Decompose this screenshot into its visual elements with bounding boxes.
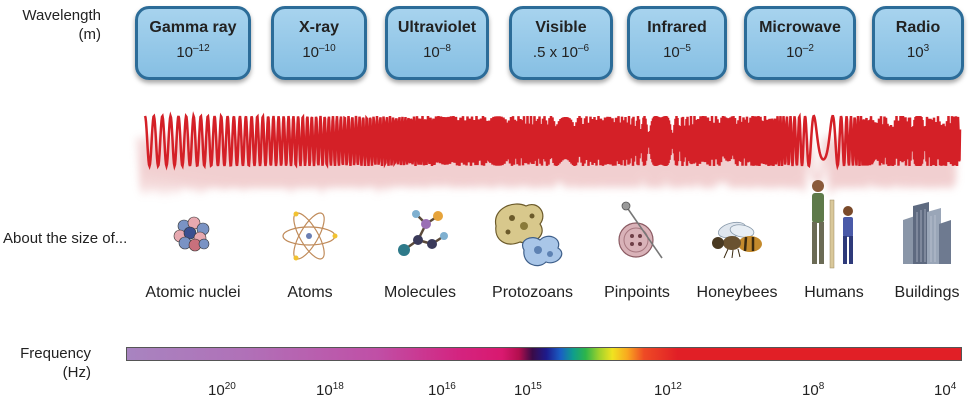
band-name: X-ray bbox=[298, 19, 340, 36]
frequency-tick: 104 bbox=[934, 381, 957, 400]
size-label-humans: Humans bbox=[804, 284, 864, 301]
band-name: Ultraviolet bbox=[397, 19, 477, 36]
size-label-molecules: Molecules bbox=[383, 284, 457, 301]
atomic-nucleus-icon bbox=[173, 216, 210, 252]
band-wavelength: 10–10 bbox=[302, 43, 336, 62]
size-label-atoms: Atoms bbox=[287, 284, 333, 301]
atom-icon bbox=[282, 211, 338, 261]
size-label-protozoans: Protozoans bbox=[492, 284, 573, 301]
size-label: About the size of... bbox=[3, 230, 128, 247]
wavelength-label-line1: Wavelength bbox=[22, 7, 101, 24]
frequency-tick: 1020 bbox=[208, 381, 236, 400]
band-microwave: Microwave 10–2 bbox=[744, 6, 856, 80]
frequency-tick: 1015 bbox=[514, 381, 542, 400]
size-label-honeybees: Honeybees bbox=[696, 284, 778, 301]
honeybee-icon bbox=[712, 221, 762, 259]
wavelength-label-line2: (m) bbox=[78, 26, 102, 43]
band-name: Gamma ray bbox=[149, 19, 237, 36]
band-ultraviolet: Ultraviolet 10–8 bbox=[385, 6, 489, 80]
protozoan-icon bbox=[495, 203, 563, 267]
band-wavelength: 10–2 bbox=[786, 43, 814, 62]
band-wavelength: 10–5 bbox=[663, 43, 691, 62]
band-radio: Radio 103 bbox=[872, 6, 964, 80]
band-visible: Visible .5 x 10–6 bbox=[509, 6, 613, 80]
wave-line bbox=[143, 111, 962, 171]
band-name: Infrared bbox=[647, 19, 707, 36]
frequency-tick: 1012 bbox=[654, 381, 682, 400]
buildings-icon bbox=[903, 202, 951, 264]
frequency-tick: 1018 bbox=[316, 381, 344, 400]
frequency-label: Frequency (Hz) bbox=[0, 344, 91, 382]
band-name: Visible bbox=[535, 19, 587, 36]
band-wavelength: .5 x 10–6 bbox=[532, 43, 590, 62]
band-wavelength: 103 bbox=[906, 43, 930, 62]
frequency-label-line2: (Hz) bbox=[62, 364, 91, 381]
band-x-ray: X-ray 10–10 bbox=[271, 6, 367, 80]
size-label-buildings: Buildings bbox=[894, 284, 960, 301]
frequency-spectrum-bar bbox=[126, 347, 962, 361]
size-label-pinpoints: Pinpoints bbox=[604, 284, 670, 301]
band-infrared: Infrared 10–5 bbox=[627, 6, 727, 80]
pinpoint-icon bbox=[618, 201, 663, 259]
size-label-atomic-nuclei: Atomic nuclei bbox=[145, 284, 241, 301]
wavelength-label: Wavelength (m) bbox=[0, 6, 101, 44]
humans-icon bbox=[812, 180, 853, 269]
band-name: Microwave bbox=[759, 19, 841, 36]
frequency-tick: 108 bbox=[802, 381, 825, 400]
molecule-icon bbox=[398, 210, 448, 256]
frequency-label-line1: Frequency bbox=[20, 345, 91, 362]
band-name: Radio bbox=[895, 19, 941, 36]
frequency-tick: 1016 bbox=[428, 381, 456, 400]
band-wavelength: 10–12 bbox=[176, 43, 210, 62]
band-wavelength: 10–8 bbox=[423, 43, 451, 62]
band-gamma-ray: Gamma ray 10–12 bbox=[135, 6, 251, 80]
